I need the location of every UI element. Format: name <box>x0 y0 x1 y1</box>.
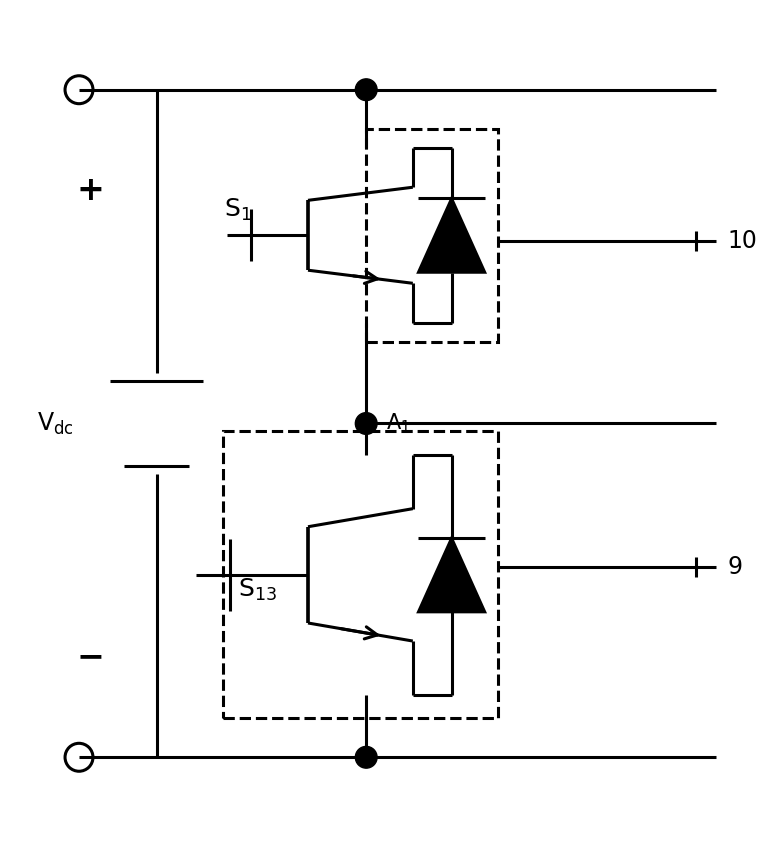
Circle shape <box>355 412 377 435</box>
Text: +: + <box>76 174 104 208</box>
Text: $\mathsf{V_{dc}}$: $\mathsf{V_{dc}}$ <box>37 411 74 436</box>
Polygon shape <box>418 198 485 273</box>
Text: 9: 9 <box>727 555 742 579</box>
Text: 10: 10 <box>727 229 757 253</box>
Text: $\mathsf{A_1}$: $\mathsf{A_1}$ <box>386 412 410 435</box>
Circle shape <box>355 79 377 101</box>
Polygon shape <box>418 538 485 612</box>
Circle shape <box>355 746 377 768</box>
Text: −: − <box>76 639 104 673</box>
Text: $\mathsf{S_1}$: $\mathsf{S_1}$ <box>224 197 252 223</box>
Text: $\mathsf{S_{13}}$: $\mathsf{S_{13}}$ <box>238 578 277 604</box>
